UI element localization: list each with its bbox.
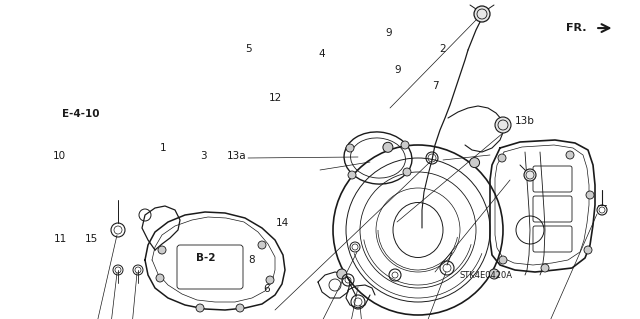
Text: 12: 12 (269, 93, 282, 103)
Text: STK4E0420A: STK4E0420A (460, 271, 513, 280)
Circle shape (266, 276, 274, 284)
Circle shape (401, 141, 409, 149)
Circle shape (495, 117, 511, 133)
Text: B-2: B-2 (196, 253, 216, 263)
Circle shape (541, 264, 549, 272)
Text: 14: 14 (276, 218, 289, 228)
Text: 13a: 13a (227, 151, 246, 161)
Circle shape (196, 304, 204, 312)
Text: 9: 9 (386, 28, 392, 39)
Text: 10: 10 (52, 151, 65, 161)
Circle shape (470, 158, 479, 167)
Circle shape (156, 274, 164, 282)
Circle shape (566, 151, 574, 159)
Circle shape (586, 191, 594, 199)
Text: 3: 3 (200, 151, 207, 161)
Text: FR.: FR. (566, 23, 586, 33)
Text: 9: 9 (395, 64, 401, 75)
Circle shape (236, 304, 244, 312)
Text: 13b: 13b (515, 115, 535, 126)
Text: 15: 15 (85, 234, 98, 244)
Text: 11: 11 (54, 234, 67, 244)
Text: 6: 6 (264, 284, 270, 294)
Circle shape (499, 256, 507, 264)
Text: 4: 4 (318, 48, 324, 59)
Circle shape (348, 171, 356, 179)
Circle shape (337, 269, 347, 279)
Circle shape (383, 142, 393, 152)
Circle shape (403, 168, 411, 176)
Circle shape (498, 154, 506, 162)
Circle shape (258, 241, 266, 249)
Text: 5: 5 (245, 44, 252, 55)
Text: 7: 7 (432, 81, 438, 91)
Circle shape (346, 144, 354, 152)
Text: 8: 8 (248, 255, 255, 265)
Circle shape (158, 246, 166, 254)
Text: 1: 1 (160, 143, 166, 153)
Text: 2: 2 (440, 44, 446, 55)
Circle shape (489, 269, 499, 279)
Text: E-4-10: E-4-10 (61, 109, 99, 119)
Circle shape (524, 169, 536, 181)
Circle shape (474, 6, 490, 22)
Circle shape (584, 246, 592, 254)
